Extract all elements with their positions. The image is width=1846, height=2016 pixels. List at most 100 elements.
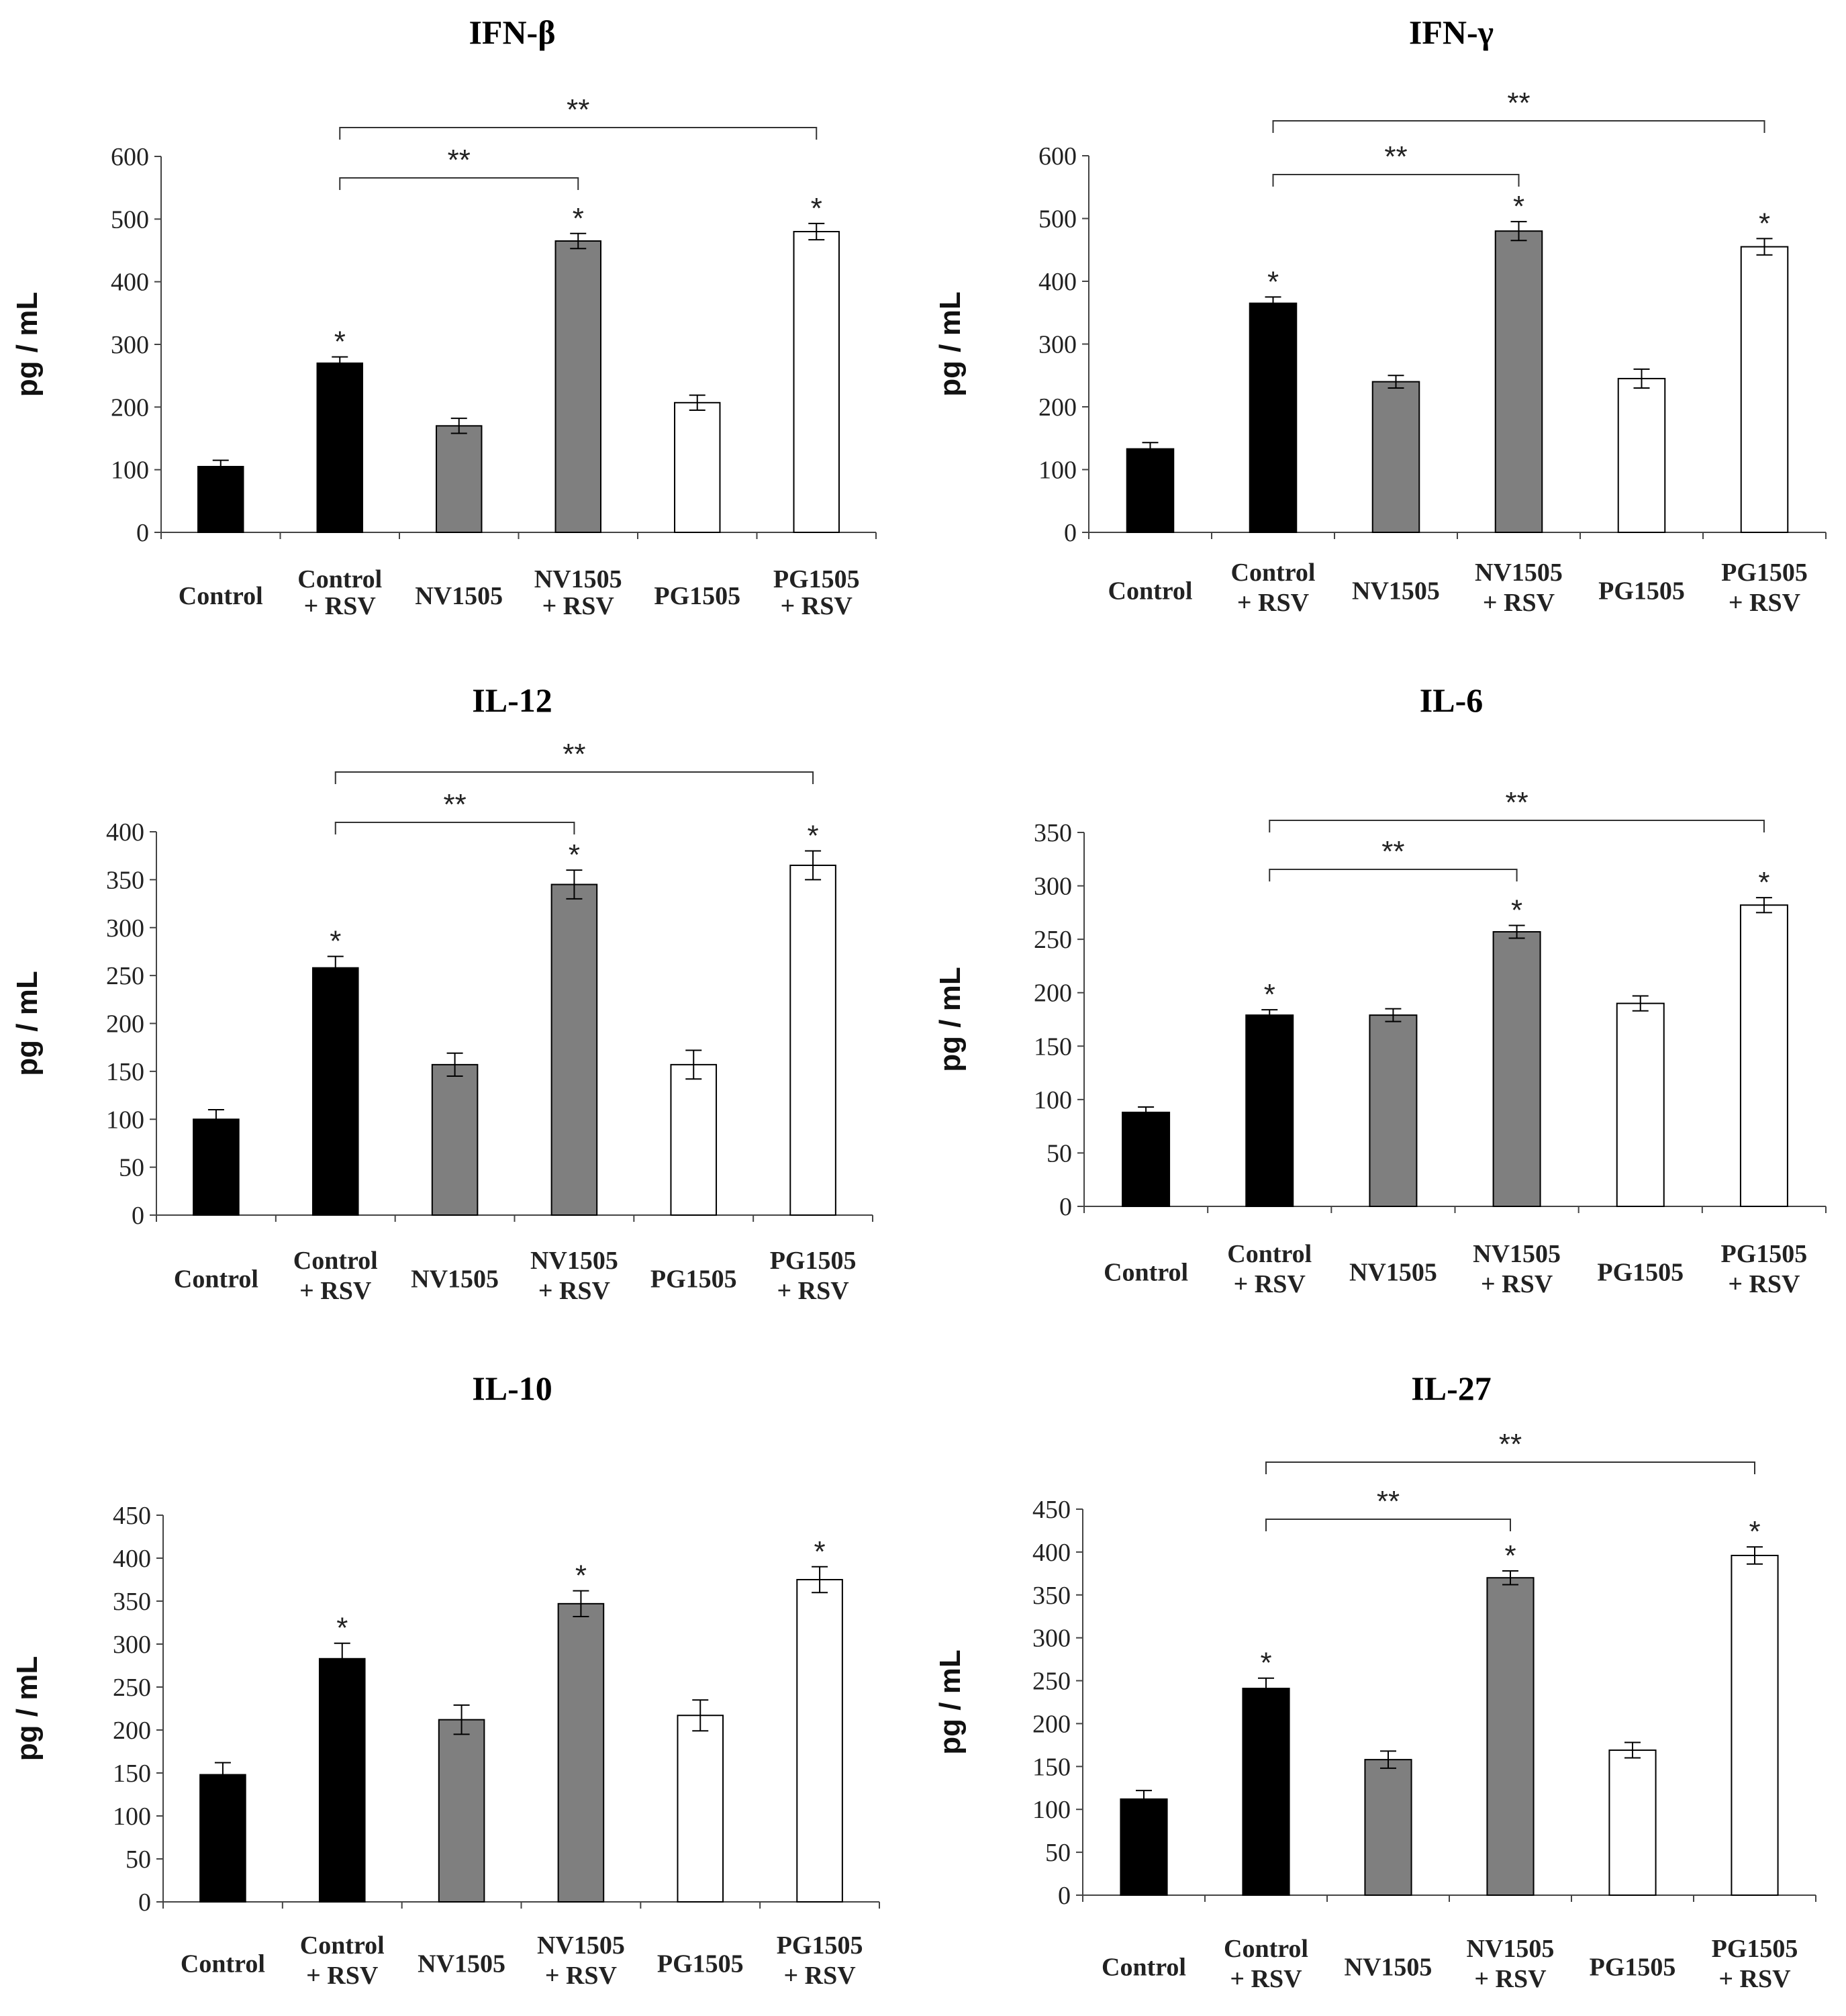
- significance-star: *: [330, 925, 341, 958]
- y-tick-label: 600: [1038, 142, 1077, 171]
- significance-star: *: [1267, 265, 1279, 298]
- category-label: PG1505: [1598, 577, 1685, 606]
- bracket-label: **: [1507, 87, 1530, 119]
- category-label: Control: [179, 582, 263, 610]
- bar: [1492, 931, 1541, 1207]
- il10-panel: IL-10 pg / mL 0 50 100 150 200 250 300 350 400 450 C…: [0, 1349, 923, 2013]
- significance-star: *: [1504, 1539, 1516, 1572]
- bar: [796, 1579, 843, 1903]
- bar: [436, 425, 483, 533]
- category-label: NV1505: [1467, 1935, 1555, 1963]
- y-tick-label: 300: [1032, 1625, 1071, 1653]
- category-label: + RSV: [545, 1962, 618, 1990]
- category-label: + RSV: [1718, 1965, 1791, 1993]
- y-tick-label: 150: [1034, 1033, 1072, 1061]
- category-label: PG1505: [1721, 1240, 1808, 1268]
- bar: [1364, 1759, 1412, 1896]
- significance-star: *: [1758, 866, 1769, 899]
- bracket-label: **: [1505, 786, 1528, 819]
- category-label: PG1505: [1721, 559, 1808, 587]
- category-label: PG1505: [1590, 1954, 1676, 1982]
- bar: [1616, 1002, 1665, 1207]
- comparison-bracket: [1265, 1519, 1511, 1531]
- comparison-bracket: [1272, 120, 1765, 133]
- comparison-bracket: [1272, 174, 1520, 187]
- category-label: NV1505: [1475, 559, 1563, 587]
- y-tick-label: 0: [1064, 519, 1077, 547]
- y-axis-label: pg / mL: [11, 971, 44, 1075]
- bar: [793, 231, 840, 533]
- y-tick-label: 200: [1032, 1710, 1071, 1738]
- y-tick-label: 400: [1038, 268, 1077, 296]
- category-label: PG1505: [777, 1931, 863, 1960]
- il12-panel: IL-12 pg / mL 0 50 100 150 200 250 300 350 400 Cont…: [0, 671, 923, 1336]
- y-axis-label: pg / mL: [934, 1649, 967, 1754]
- y-tick-label: 200: [1038, 393, 1077, 422]
- bar: [193, 1118, 240, 1216]
- bar: [316, 363, 363, 533]
- comparison-bracket: [1265, 1461, 1755, 1474]
- category-label: Control: [1104, 1259, 1188, 1287]
- category-label: NV1505: [1349, 1259, 1437, 1287]
- bar: [1617, 377, 1666, 533]
- bar: [1369, 1014, 1418, 1207]
- y-tick-label: 150: [113, 1760, 151, 1788]
- chart-title: IL-10: [472, 1370, 552, 1407]
- category-label: + RSV: [1483, 589, 1555, 617]
- bracket-label: **: [1384, 140, 1407, 173]
- y-tick-label: 600: [111, 143, 149, 171]
- y-tick-label: 200: [113, 1717, 151, 1745]
- bracket-label: **: [563, 738, 585, 771]
- category-label: PG1505: [650, 1265, 737, 1294]
- bracket-label: **: [567, 93, 589, 126]
- significance-star: *: [808, 820, 819, 853]
- category-label: + RSV: [538, 1277, 611, 1305]
- y-tick-label: 0: [132, 1202, 144, 1230]
- y-tick-label: 200: [106, 1010, 144, 1039]
- y-tick-label: 100: [111, 457, 149, 485]
- category-label: + RSV: [781, 592, 853, 620]
- significance-star: *: [573, 202, 584, 235]
- chart-title: IL-12: [472, 681, 552, 719]
- comparison-bracket: [1269, 820, 1765, 832]
- category-label: NV1505: [537, 1931, 625, 1960]
- y-tick-label: 0: [1059, 1193, 1072, 1221]
- significance-star: *: [569, 838, 580, 871]
- significance-star: *: [1749, 1515, 1760, 1548]
- bar: [311, 967, 359, 1216]
- category-label: NV1505: [1473, 1240, 1561, 1268]
- bar: [1731, 1555, 1779, 1896]
- y-tick-label: 100: [1038, 457, 1077, 485]
- category-label: + RSV: [777, 1277, 849, 1305]
- ifn-gamma-chart: IFN-γ pg / mL 0 100 200 300 400 500 600 Control * C…: [934, 13, 1827, 617]
- category-label: + RSV: [304, 592, 377, 620]
- category-label: NV1505: [530, 1247, 618, 1275]
- category-label: PG1505: [1712, 1935, 1798, 1963]
- chart-title: IFN-γ: [1409, 13, 1494, 51]
- bracket-label: **: [448, 144, 471, 177]
- bar: [438, 1719, 485, 1903]
- category-label: Control: [293, 1247, 378, 1275]
- bar: [1740, 246, 1789, 533]
- bar: [1608, 1749, 1657, 1896]
- y-tick-label: 300: [111, 331, 149, 359]
- bar: [1371, 381, 1420, 533]
- y-tick-label: 250: [1034, 926, 1072, 954]
- y-axis-label: pg / mL: [934, 967, 967, 1071]
- bracket-label: **: [1377, 1485, 1400, 1518]
- bar: [677, 1715, 724, 1903]
- category-label: PG1505: [770, 1247, 857, 1275]
- category-label: + RSV: [542, 592, 615, 620]
- bracket-label: **: [1381, 835, 1404, 868]
- category-label: + RSV: [1234, 1270, 1306, 1298]
- bar: [550, 883, 598, 1216]
- bracket-label: **: [1499, 1428, 1522, 1461]
- y-tick-label: 150: [1032, 1753, 1071, 1781]
- y-tick-label: 200: [111, 393, 149, 422]
- bar: [557, 1602, 605, 1903]
- il27-chart: IL-27 pg / mL 0 50 100 150 200 250 300 350 400 450 C…: [934, 1370, 1816, 1993]
- significance-star: *: [336, 1612, 348, 1645]
- category-label: NV1505: [534, 565, 622, 593]
- category-label: PG1505: [657, 1950, 744, 1978]
